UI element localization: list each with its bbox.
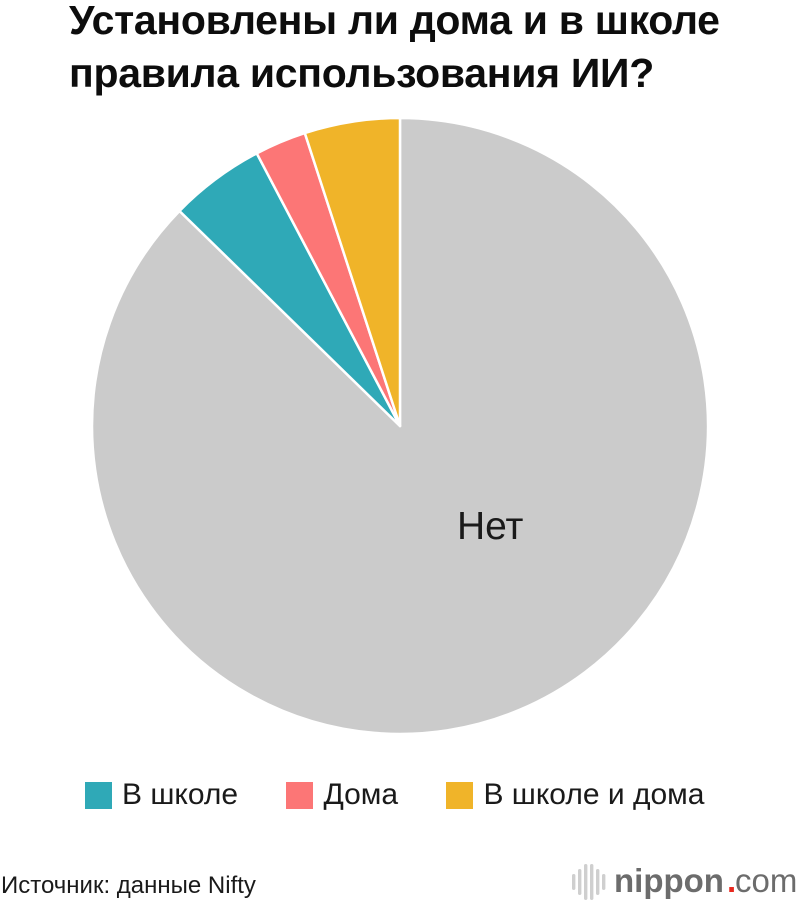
svg-text:nippon: nippon (614, 862, 724, 899)
svg-text:com: com (735, 862, 797, 899)
